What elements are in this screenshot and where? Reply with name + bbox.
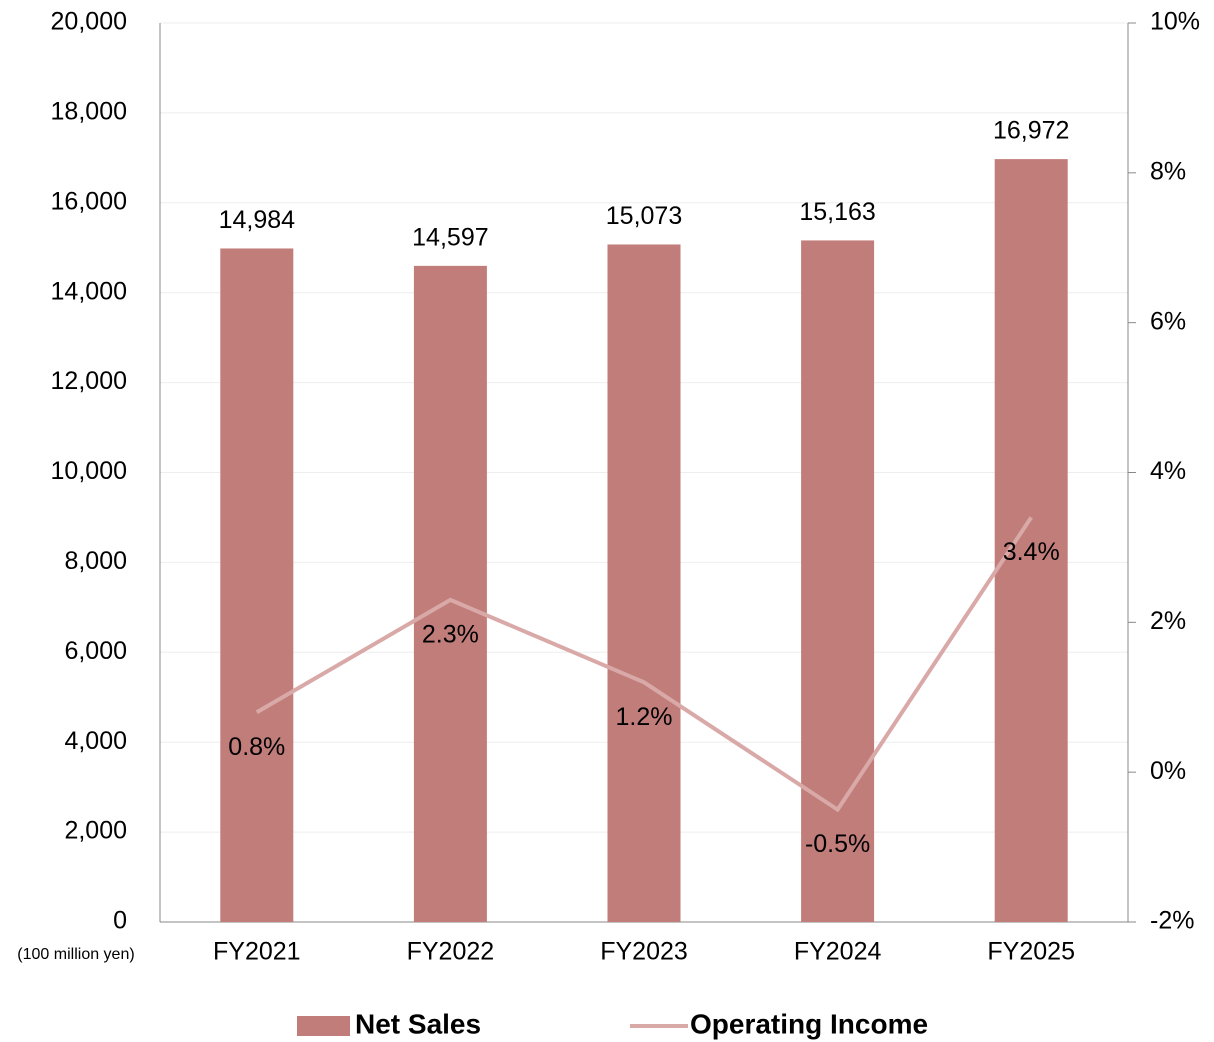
x-tick-label: FY2024 xyxy=(794,938,882,966)
line-value-label: -0.5% xyxy=(805,830,870,858)
y2-tick-label: 0% xyxy=(1150,757,1186,785)
y-axis-label: (100 million yen) xyxy=(17,946,134,963)
x-tick-label: FY2023 xyxy=(600,938,688,966)
bar-value-label: 14,984 xyxy=(219,206,296,234)
bar xyxy=(220,248,294,923)
legend-swatch xyxy=(297,1016,350,1036)
y-tick-label: 0 xyxy=(113,907,127,935)
line-value-label: 0.8% xyxy=(228,733,285,761)
y2-tick-label: 4% xyxy=(1150,457,1186,485)
bar-value-label: 16,972 xyxy=(993,117,1069,145)
x-tick-label: FY2022 xyxy=(407,938,495,966)
bar xyxy=(413,265,487,922)
legend-label: Operating Income xyxy=(690,1008,928,1039)
y2-tick-label: 8% xyxy=(1150,157,1186,185)
legend-label: Net Sales xyxy=(355,1008,481,1039)
y-tick-label: 16,000 xyxy=(51,187,127,215)
y-tick-label: 6,000 xyxy=(64,637,127,665)
line xyxy=(255,516,1033,813)
y2-tick-label: 2% xyxy=(1150,607,1186,635)
y-tick-label: 10,000 xyxy=(51,457,127,485)
y-tick-label: 12,000 xyxy=(51,367,127,395)
bar xyxy=(607,244,681,923)
y2-tick-label: 6% xyxy=(1150,307,1186,335)
line-value-label: 2.3% xyxy=(422,620,479,648)
y2-tick-label: -2% xyxy=(1150,907,1194,935)
x-tick-label: FY2025 xyxy=(987,938,1075,966)
y-tick-label: 20,000 xyxy=(51,8,127,36)
x-tick-label: FY2021 xyxy=(213,938,301,966)
bar xyxy=(994,159,1068,923)
bar-value-label: 14,597 xyxy=(412,223,488,251)
y-tick-label: 14,000 xyxy=(51,277,127,305)
bar-value-label: 15,163 xyxy=(799,198,875,226)
line-value-label: 1.2% xyxy=(616,703,673,731)
y-tick-label: 4,000 xyxy=(64,727,127,755)
y-tick-label: 8,000 xyxy=(64,547,127,575)
y-tick-label: 2,000 xyxy=(64,817,127,845)
line-value-label: 3.4% xyxy=(1003,538,1060,566)
y-tick-label: 18,000 xyxy=(51,98,127,126)
bar xyxy=(801,240,875,922)
y2-tick-label: 10% xyxy=(1150,8,1200,36)
bar-value-label: 15,073 xyxy=(606,202,682,230)
